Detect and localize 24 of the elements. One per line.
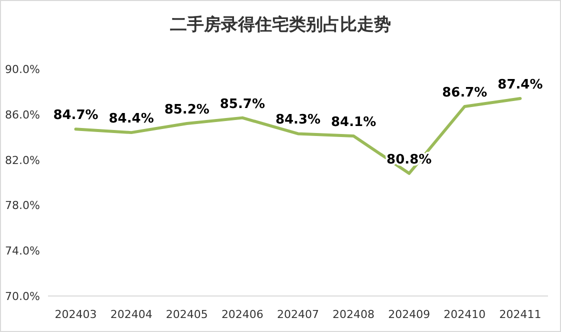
x-tick-label: 202404: [110, 308, 152, 321]
y-tick-label: 74.0%: [5, 244, 40, 258]
data-label: 84.4%: [108, 112, 154, 127]
chart-title: 二手房录得住宅类别占比走势: [170, 15, 391, 35]
data-label: 87.4%: [498, 78, 543, 93]
data-label: 85.7%: [220, 96, 265, 112]
x-tick-label: 202405: [166, 308, 208, 321]
data-label: 86.7%: [442, 85, 488, 100]
x-tick-label: 202411: [499, 308, 542, 321]
x-tick-label: 202407: [277, 308, 319, 321]
y-tick-label: 82.0%: [5, 154, 40, 167]
x-tick-label: 202406: [221, 308, 264, 321]
x-tick-label: 202409: [388, 308, 430, 321]
data-label: 84.7%: [53, 108, 98, 124]
y-tick-label: 78.0%: [5, 199, 40, 212]
data-label: 85.2%: [164, 102, 210, 118]
y-tick-label: 70.0%: [5, 290, 40, 303]
x-tick-label: 202410: [444, 308, 486, 321]
x-tick-label: 202408: [332, 308, 375, 321]
data-label: 84.1%: [331, 114, 376, 130]
y-tick-label: 90.0%: [5, 63, 40, 76]
x-tick-label: 202403: [54, 308, 97, 321]
y-tick-label: 86.0%: [5, 108, 40, 122]
data-label: 84.3%: [275, 112, 321, 128]
